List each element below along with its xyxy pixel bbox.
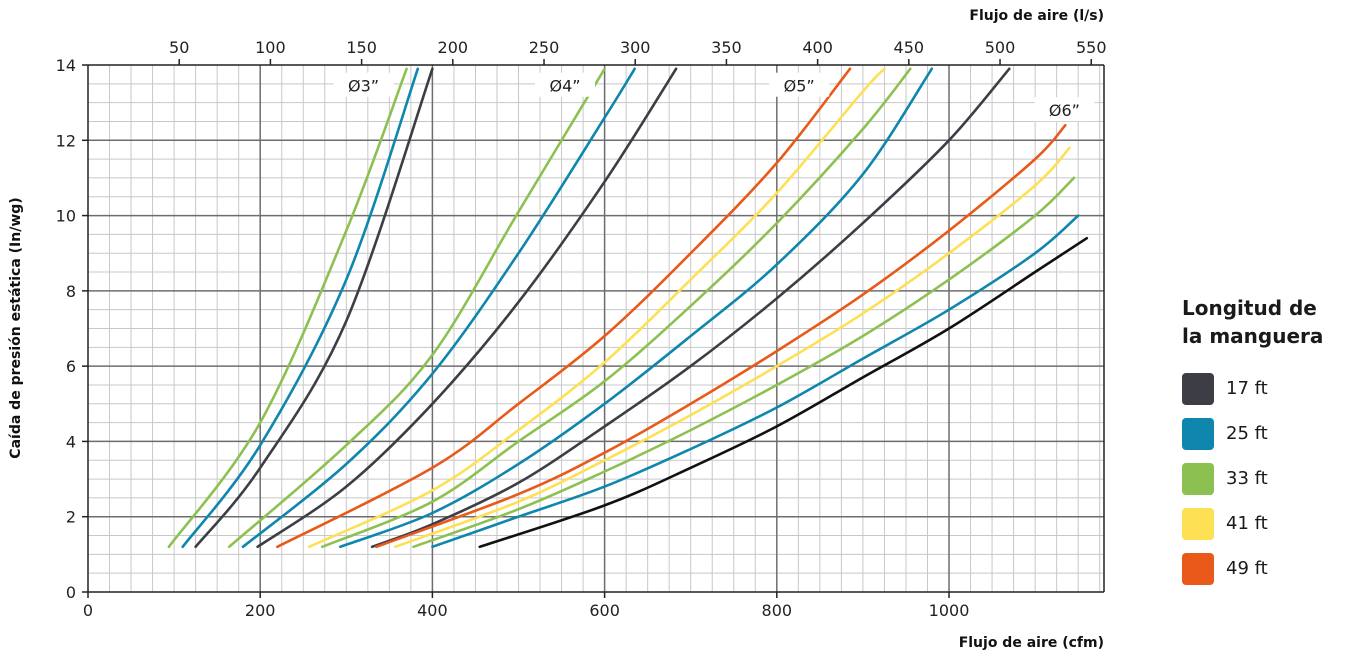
x2-tick-label: 200 xyxy=(438,38,469,57)
curve-d5-17ft xyxy=(370,67,1011,549)
y-tick-label: 0 xyxy=(66,583,76,602)
legend-swatch xyxy=(1182,462,1214,495)
curve-d5-33ft xyxy=(320,67,912,549)
x2-tick-label: 150 xyxy=(346,38,377,57)
curve-d6-49ft xyxy=(375,123,1067,549)
minor-grid xyxy=(88,65,1104,592)
curve-d5-49ft xyxy=(276,67,852,549)
diameter-label-bg xyxy=(769,72,830,97)
legend-swatch xyxy=(1182,507,1214,540)
x-tick-label: 0 xyxy=(83,601,93,620)
y-tick-label: 6 xyxy=(66,357,76,376)
x-tick-label: 600 xyxy=(589,601,620,620)
diameter-label: Ø6” xyxy=(1049,101,1080,120)
legend: Longitud de la manguera 17 ft 25 ft 33 f… xyxy=(1182,294,1347,591)
legend-label: 49 ft xyxy=(1226,558,1268,579)
diameter-label: Ø4” xyxy=(549,77,580,96)
legend-item-17ft: 17 ft xyxy=(1182,366,1347,411)
legend-label: 41 ft xyxy=(1226,513,1268,534)
diameter-label-bg xyxy=(333,72,394,97)
x2-tick-label: 300 xyxy=(620,38,651,57)
x2-tick-label: 450 xyxy=(894,38,925,57)
curve-d4-25ft xyxy=(241,67,636,549)
curve-d5-41ft xyxy=(308,67,886,549)
legend-label: 25 ft xyxy=(1226,423,1268,444)
diameter-label-bg xyxy=(535,72,596,97)
y-axis-title: Caída de presión estática (In/wg) xyxy=(8,197,24,458)
x2-tick-label: 400 xyxy=(802,38,833,57)
legend-title-line-1: Longitud de xyxy=(1182,296,1317,320)
x2-tick-label: 550 xyxy=(1076,38,1107,57)
x2-tick-label: 50 xyxy=(169,38,189,57)
legend-title-line-2: la manguera xyxy=(1182,324,1324,348)
legend-item-49ft: 49 ft xyxy=(1182,546,1347,591)
y-tick-label: 14 xyxy=(56,56,76,75)
curve-d6-41ft xyxy=(394,146,1071,549)
curve-d3-25ft xyxy=(181,67,420,549)
x2-tick-label: 500 xyxy=(985,38,1016,57)
top-axis-title: Flujo de aire (l/s) xyxy=(969,8,1104,24)
curve-d5-25ft xyxy=(339,67,934,549)
x-tick-label: 1000 xyxy=(929,601,970,620)
x-tick-label: 400 xyxy=(417,601,448,620)
x2-tick-label: 100 xyxy=(255,38,286,57)
bottom-axis-title: Flujo de aire (cfm) xyxy=(959,635,1104,651)
legend-item-25ft: 25 ft xyxy=(1182,411,1347,456)
legend-swatch xyxy=(1182,552,1214,585)
y-tick-label: 8 xyxy=(66,282,76,301)
x2-tick-label: 350 xyxy=(711,38,742,57)
legend-label: 33 ft xyxy=(1226,468,1268,489)
legend-swatch xyxy=(1182,372,1214,405)
diameter-labels: Ø3” Ø4” Ø5” Ø6” xyxy=(333,72,1095,122)
curve-d6-25ft xyxy=(431,214,1080,549)
diameter-label: Ø3” xyxy=(348,77,379,96)
y-tick-label: 12 xyxy=(56,131,76,150)
legend-swatch xyxy=(1182,417,1214,450)
diameter-label: Ø5” xyxy=(784,77,815,96)
x2-tick-label: 250 xyxy=(529,38,560,57)
curve-d3-17ft xyxy=(194,67,434,549)
legend-item-41ft: 41 ft xyxy=(1182,501,1347,546)
curve-d4-33ft xyxy=(227,67,606,549)
curves xyxy=(167,67,1089,549)
legend-item-33ft: 33 ft xyxy=(1182,456,1347,501)
curve-d6-33ft xyxy=(412,176,1076,549)
major-grid xyxy=(88,65,1104,592)
x-tick-label: 200 xyxy=(245,601,276,620)
x-tick-label: 800 xyxy=(762,601,793,620)
axes xyxy=(82,59,1105,598)
diameter-label-bg xyxy=(1034,97,1095,122)
curve-d6-17ft xyxy=(478,236,1089,549)
y-tick-label: 10 xyxy=(56,207,76,226)
legend-title: Longitud de la manguera xyxy=(1182,294,1347,350)
curve-d4-17ft xyxy=(256,67,678,549)
legend-label: 17 ft xyxy=(1226,378,1268,399)
y-tick-label: 2 xyxy=(66,508,76,527)
curve-d3-33ft xyxy=(167,67,408,549)
y-tick-label: 4 xyxy=(66,432,76,451)
